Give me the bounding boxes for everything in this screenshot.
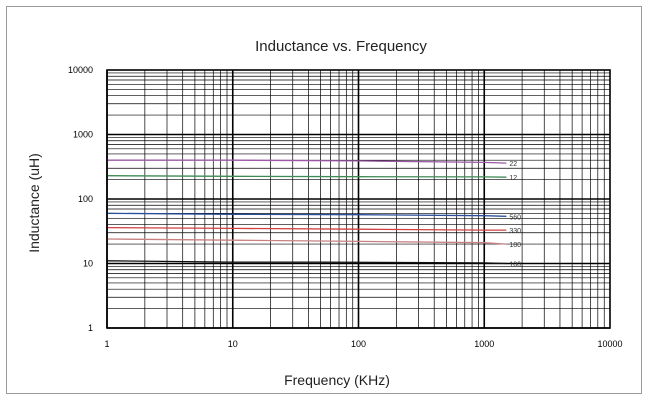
y-axis-label: Inductance (uH) xyxy=(26,153,42,253)
series-lines: 22 12 560 330 180 100 xyxy=(106,159,521,269)
series-line-180 xyxy=(106,238,507,245)
y-tick-label: 1 xyxy=(88,323,93,333)
series-line-560 xyxy=(106,212,507,217)
y-tick-label: 10 xyxy=(83,259,93,269)
y-tick-label: 10000 xyxy=(68,65,93,75)
x-axis-label: Frequency (KHz) xyxy=(284,372,390,388)
x-tick-label: 1000 xyxy=(474,339,494,349)
grid xyxy=(106,70,610,329)
series-line-330 xyxy=(106,226,507,231)
x-tick-label: 10 xyxy=(228,339,238,349)
series-label-100: 100 xyxy=(509,262,521,269)
x-tick-label: 100 xyxy=(351,339,366,349)
tick-labels: 1 10 100 1000 10000 1 10 100 1000 10000 xyxy=(68,65,623,349)
x-tick-label: 1 xyxy=(104,339,109,349)
series-label-180: 180 xyxy=(509,242,521,249)
series-line-12 xyxy=(106,175,507,178)
chart-title: Inductance vs. Frequency xyxy=(255,38,427,55)
y-tick-label: 100 xyxy=(78,194,93,204)
series-line-100 xyxy=(106,260,507,265)
series-label-12: 12 xyxy=(509,175,517,182)
y-tick-label: 1000 xyxy=(73,130,93,140)
series-label-560: 560 xyxy=(509,214,521,221)
series-label-330: 330 xyxy=(509,228,521,235)
x-tick-label: 10000 xyxy=(597,339,622,349)
inductance-chart: Inductance vs. Frequency Frequency (KHz)… xyxy=(26,38,623,388)
series-line-22 xyxy=(107,159,507,164)
chart-frame: Inductance vs. Frequency Frequency (KHz)… xyxy=(6,6,642,394)
series-label-22: 22 xyxy=(509,161,517,168)
plot-area-border xyxy=(106,69,611,329)
